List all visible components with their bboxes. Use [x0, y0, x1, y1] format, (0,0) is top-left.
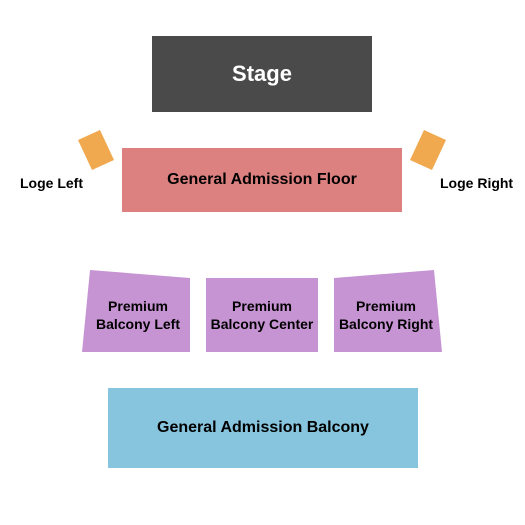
loge-right-label: Loge Right [440, 175, 513, 191]
ga-floor-label: General Admission Floor [167, 171, 357, 189]
ga-floor-section[interactable]: General Admission Floor [122, 148, 402, 212]
ga-balcony-label: General Admission Balcony [157, 419, 369, 437]
prem-balcony-center-section[interactable]: Premium Balcony Center [206, 278, 318, 352]
stage-label: Stage [232, 61, 292, 87]
ga-balcony-section[interactable]: General Admission Balcony [108, 388, 418, 468]
prem-balcony-left-label: Premium Balcony Left [88, 278, 188, 352]
loge-left-label: Loge Left [20, 175, 83, 191]
prem-balcony-center-label: Premium Balcony Center [211, 297, 314, 333]
stage-section[interactable]: Stage [152, 36, 372, 112]
prem-balcony-right-label: Premium Balcony Right [336, 278, 436, 352]
